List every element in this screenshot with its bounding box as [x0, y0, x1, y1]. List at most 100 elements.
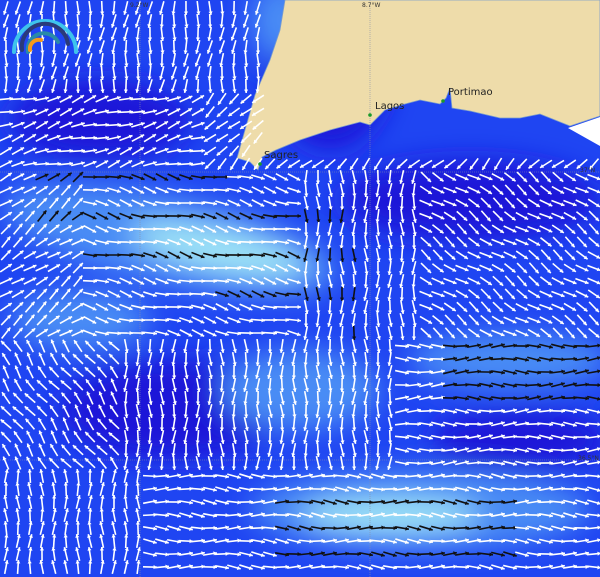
- arrow-head: [26, 88, 31, 93]
- arrow-head: [165, 564, 169, 569]
- arrow-head: [451, 255, 456, 260]
- arrow-head: [248, 189, 253, 194]
- arrow-head: [15, 76, 20, 80]
- arrow-head: [279, 452, 284, 457]
- arrow-head: [535, 294, 540, 298]
- arrow-head: [36, 393, 41, 398]
- arrow-head: [176, 188, 181, 193]
- arrow-head: [268, 427, 273, 431]
- arrow-head: [388, 349, 393, 353]
- arrow-head: [441, 500, 445, 505]
- arrow-head: [201, 487, 205, 492]
- arrow-head: [56, 173, 61, 178]
- arrow-head: [285, 473, 289, 478]
- arrow-head: [195, 426, 200, 431]
- arrow-head: [55, 224, 60, 229]
- arrow-head: [321, 486, 325, 492]
- arrow-head: [388, 244, 393, 249]
- arrow-head: [136, 560, 141, 564]
- arrow-head: [177, 539, 181, 544]
- arrow-head: [164, 267, 169, 272]
- arrow-head: [108, 341, 113, 346]
- arrow-head: [427, 333, 432, 338]
- arrow-head: [363, 206, 368, 210]
- arrow-head: [438, 334, 443, 339]
- arrow-head: [218, 100, 222, 105]
- arrow-head: [595, 333, 600, 338]
- arrow-head: [140, 134, 145, 139]
- arrow-head: [572, 293, 577, 298]
- arrow-head: [513, 395, 517, 401]
- arrow-head: [376, 426, 381, 431]
- arrow-head: [6, 327, 11, 332]
- arrow-head: [387, 219, 393, 223]
- arrow-head: [328, 362, 333, 366]
- arrow-head: [475, 294, 480, 299]
- arrow-head: [207, 413, 212, 418]
- arrow-head: [297, 513, 301, 518]
- arrow-head: [296, 176, 301, 181]
- place-label-lagos: Lagos: [375, 101, 405, 112]
- arrow-head: [303, 245, 308, 249]
- arrow-head: [14, 443, 19, 448]
- arrow-head: [352, 284, 357, 288]
- arrow-head: [499, 229, 504, 233]
- arrow-head: [463, 216, 468, 221]
- arrow-head: [364, 180, 369, 184]
- arrow-head: [465, 474, 469, 479]
- arrow-head: [309, 564, 313, 569]
- arrow-head: [400, 310, 405, 314]
- arrow-head: [88, 89, 93, 93]
- arrow-head: [524, 215, 529, 220]
- arrow-head: [597, 565, 600, 570]
- arrow-head: [231, 466, 236, 470]
- arrow-head: [75, 521, 81, 525]
- arrow-head: [328, 283, 333, 288]
- arrow-head: [500, 332, 505, 337]
- arrow-head: [177, 499, 181, 505]
- arrow-head: [272, 189, 277, 194]
- arrow-head: [452, 422, 457, 427]
- arrow-head: [595, 308, 599, 313]
- arrow-head: [231, 400, 236, 405]
- app-logo-icon[interactable]: [12, 19, 78, 54]
- arrow-head: [523, 178, 527, 182]
- arrow-head: [387, 180, 392, 184]
- arrow-head: [316, 193, 321, 197]
- arrow-head: [291, 348, 296, 353]
- arrow-head: [67, 263, 72, 268]
- arrow-head: [56, 121, 61, 125]
- arrow-head: [536, 526, 541, 531]
- arrow-head: [375, 375, 380, 379]
- arrow-head: [14, 365, 19, 370]
- arrow-head: [177, 279, 181, 284]
- arrow-head: [352, 336, 357, 340]
- arrow-head: [327, 322, 332, 327]
- arrow-head: [39, 560, 44, 564]
- arrow-head: [243, 11, 248, 15]
- arrow-head: [183, 362, 188, 366]
- arrow-head: [140, 267, 145, 272]
- arrow-head: [20, 160, 25, 165]
- arrow-head: [339, 427, 344, 431]
- arrow-head: [56, 134, 61, 139]
- arrow-head: [38, 352, 43, 357]
- arrow-head: [18, 236, 23, 241]
- arrow-head: [4, 63, 9, 67]
- arrow-head: [76, 89, 81, 93]
- arrow-head: [572, 215, 577, 220]
- arrow-head: [232, 89, 237, 93]
- arrow-head: [111, 50, 116, 54]
- arrow-head: [227, 125, 232, 129]
- arrow-head: [26, 430, 31, 435]
- arrow-head: [285, 292, 289, 297]
- arrow-head: [32, 109, 37, 113]
- arrow-head: [474, 321, 479, 326]
- arrow-head: [488, 434, 493, 439]
- arrow-head: [381, 499, 385, 504]
- arrow-head: [99, 24, 104, 28]
- arrow-head: [78, 184, 83, 189]
- arrow-head: [339, 231, 344, 236]
